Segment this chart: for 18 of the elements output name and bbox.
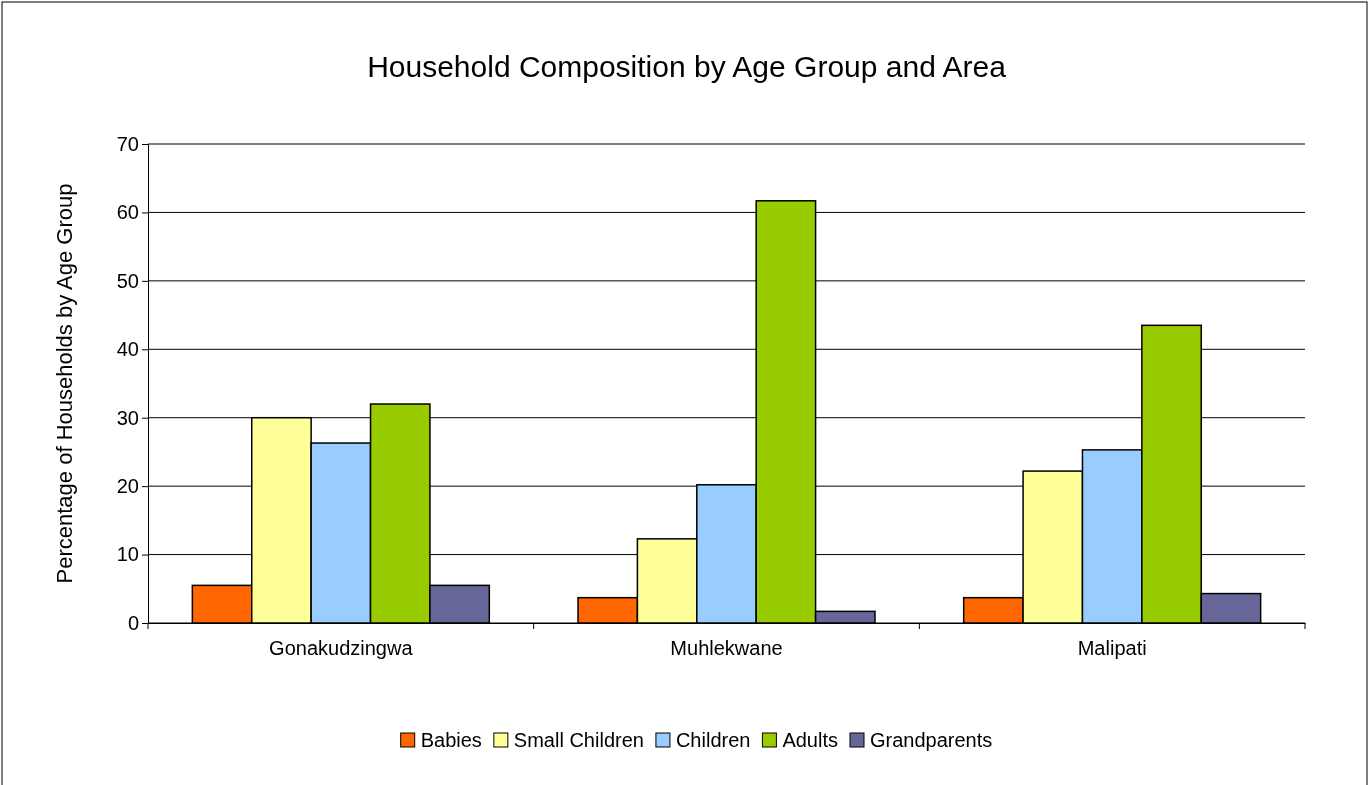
x-tick-label: Gonakudzingwa — [269, 637, 414, 660]
legend-label: Adults — [782, 729, 838, 751]
chart-title: Household Composition by Age Group and Area — [367, 50, 1007, 83]
y-tick-label: 30 — [116, 406, 139, 429]
y-tick-label: 20 — [116, 475, 139, 498]
y-tick-label: 70 — [116, 132, 139, 155]
y-tick-label: 50 — [116, 269, 139, 292]
y-axis-title: Percentage of Households by Age Group — [52, 183, 77, 584]
x-tick-label: Malipati — [1077, 637, 1147, 660]
legend-label: Babies — [420, 729, 482, 751]
legend-label: Small Children — [513, 729, 644, 751]
x-tick-label: Muhlekwane — [670, 637, 783, 660]
legend-label: Children — [675, 729, 751, 751]
y-tick-label: 0 — [127, 611, 139, 634]
y-tick-label: 60 — [116, 201, 139, 224]
legend-label: Grandparents — [870, 729, 993, 751]
y-tick-label: 10 — [116, 543, 139, 566]
y-tick-label: 40 — [116, 338, 139, 361]
